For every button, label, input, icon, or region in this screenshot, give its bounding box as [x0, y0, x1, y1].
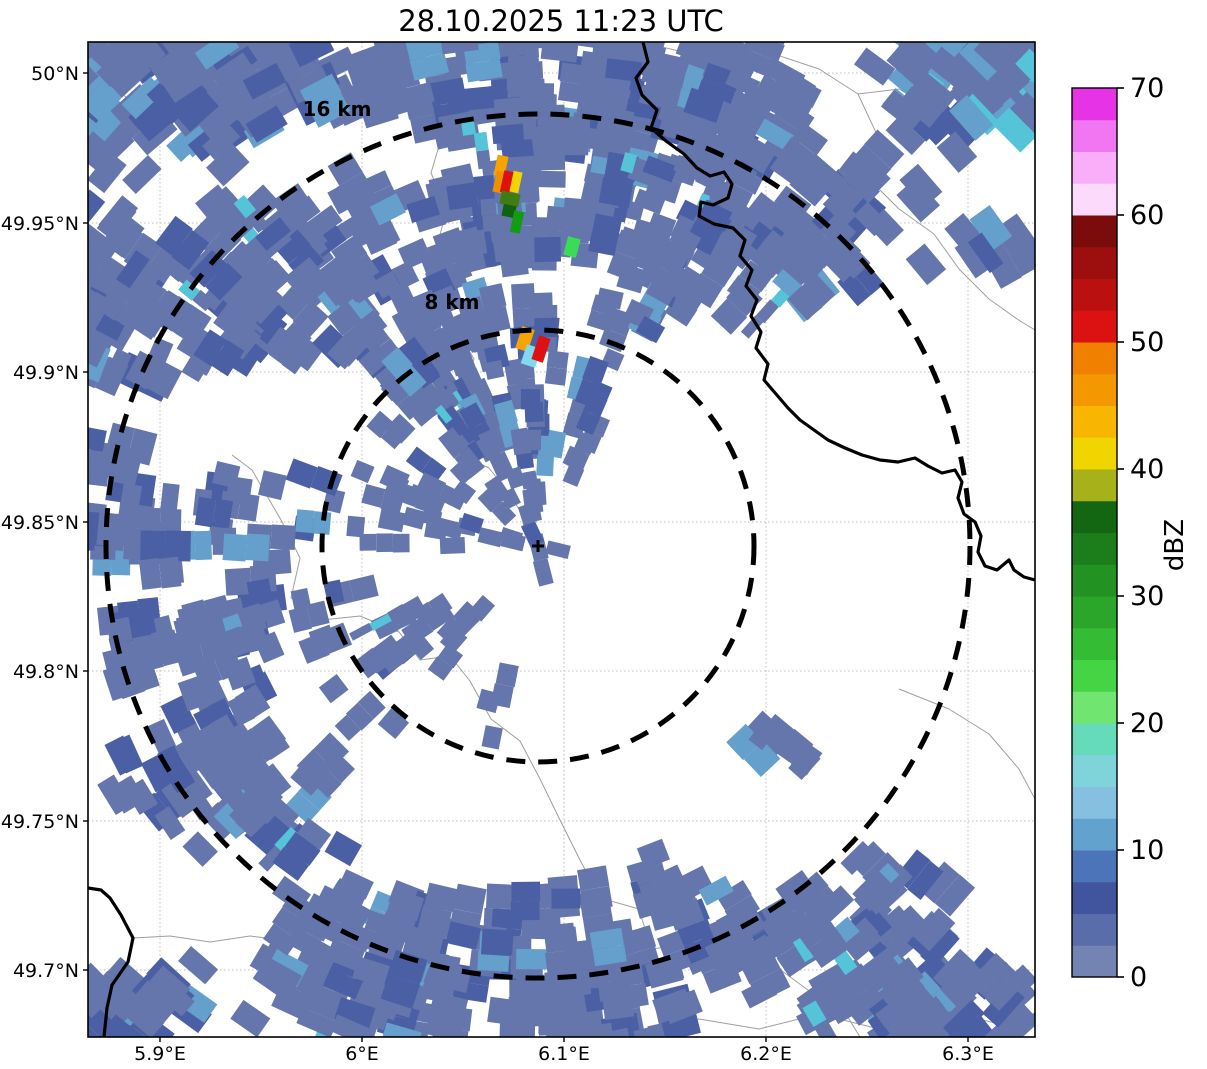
x-axis-tick-label: 6.2°E [740, 1043, 792, 1065]
range-rings [103, 111, 973, 981]
axis-ticks [83, 72, 969, 1042]
x-axis-tick-label: 6.3°E [942, 1043, 994, 1065]
y-axis-tick-label: 49.7°N [13, 960, 79, 982]
axes-frame [87, 41, 1036, 1038]
colorbar-label: dBZ [1160, 519, 1190, 571]
figure-title: 28.10.2025 11:23 UTC [398, 4, 724, 38]
range-ring-labels: 8 km 16 km [303, 97, 480, 314]
colorbar-tick-label: 40 [1130, 454, 1164, 485]
strong-echo-cells [492, 154, 581, 368]
y-axis-tick-label: 49.8°N [13, 661, 79, 683]
y-axis-tick-label: 49.85°N [1, 512, 79, 534]
colorbar-tick-label: 50 [1130, 327, 1164, 358]
colorbar-tick-label: 30 [1130, 581, 1164, 612]
colorbar-tick-label: 70 [1130, 73, 1164, 104]
colorbar-ticks: 0 10 20 30 40 50 60 70 [1117, 73, 1164, 993]
y-axis-tick-label: 50°N [31, 63, 79, 85]
colorbar [1071, 87, 1118, 978]
axis-tick-labels: 5.9°E 6°E 6.1°E 6.2°E 6.3°E 50°N 49.95°N 49.9°N… [1, 63, 994, 1065]
x-axis-tick-label: 6°E [345, 1043, 379, 1065]
generated-plot-content: 8 km 16 km 5.9°E 6°E 6.1°E 6.2°E 6.3°E 50°N 49.9… [1, 41, 1164, 1065]
range-ring-label: 8 km [424, 290, 479, 314]
radar-echo-cells [88, 42, 1035, 1037]
colorbar-tick-label: 0 [1130, 962, 1147, 993]
y-axis-tick-label: 49.95°N [1, 213, 79, 235]
x-axis-tick-label: 6.1°E [538, 1043, 590, 1065]
y-axis-tick-label: 49.9°N [13, 362, 79, 384]
x-axis-tick-label: 5.9°E [134, 1043, 186, 1065]
y-axis-tick-label: 49.75°N [1, 811, 79, 833]
radar-site-marker [532, 540, 544, 552]
country-border-lines [88, 42, 1035, 1037]
colorbar-tick-label: 20 [1130, 708, 1164, 739]
colorbar-tick-label: 60 [1130, 200, 1164, 231]
range-ring-label: 16 km [303, 97, 372, 121]
colorbar-tick-label: 10 [1130, 835, 1164, 866]
